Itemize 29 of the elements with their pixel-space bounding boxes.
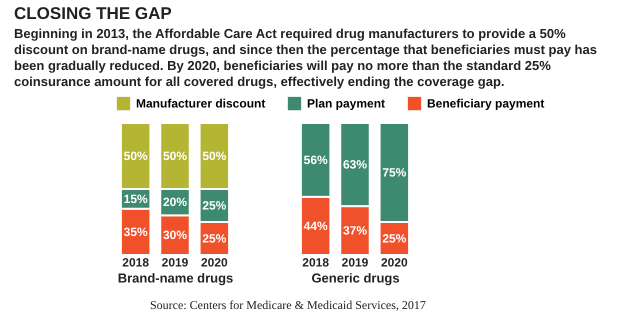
data-label: 25% [202,232,227,246]
data-label: 50% [202,149,227,163]
x-axis-title: Brand-name drugs [118,270,234,286]
data-label: 25% [202,198,227,212]
x-tick-label: 2019 [162,256,189,270]
legend-label: Plan payment [307,96,386,111]
text: Beginning in 2013, the Affordable Care Act required drug manufacturers to provide a 50% discount on brand-name drugs, and since then the percentage that beneficiaries must pay has been gradually reduced. By 2020, beneficiaries will pay no more than the standard 25% coinsurance amount for all covered drugs, effectively ending the coverage gap. [14,26,598,90]
data-label: 35% [124,224,148,239]
data-label: 56% [304,152,328,167]
data-label: 37% [342,224,368,238]
data-label: 20% [162,195,188,210]
data-label: 50% [162,149,188,163]
data-label: 15% [124,192,148,206]
data-label: 25% [382,232,407,246]
legend-label: Beneficiary payment [427,96,544,111]
chart-title: CLOSING THE GAP [14,4,173,24]
x-tick-label: 2018 [122,256,150,270]
data-label: 44% [304,218,328,233]
x-tick-label: 2020 [380,256,408,270]
data-label: 63% [342,158,368,172]
x-tick-label: 2020 [200,256,228,270]
source-note: Source: Centers for Medicare & Medicaid Services, 2017 [150,298,427,313]
x-tick-label: 2018 [302,256,330,270]
data-label: 50% [124,149,148,163]
data-label: 30% [162,228,188,242]
x-tick-label: 2019 [342,256,369,270]
x-axis-title: Generic drugs [311,270,400,286]
data-label: 75% [382,166,407,180]
legend-label: Manufacturer discount [136,96,266,111]
